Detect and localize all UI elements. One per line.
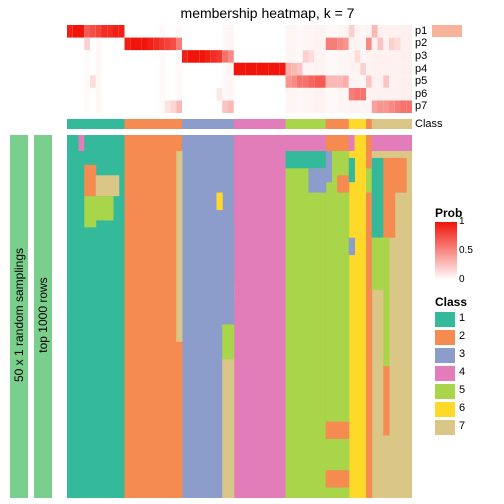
legend-class-swatch-4 (435, 366, 455, 381)
sidebar-inner-label: top 1000 rows (36, 195, 50, 435)
legend-prob-gradient (435, 222, 457, 280)
legend-class-swatch-2 (435, 330, 455, 345)
legend-class-label-1: 1 (459, 312, 465, 324)
legend-class-label-6: 6 (459, 402, 465, 414)
row-label-p1: p1 (415, 25, 427, 37)
legend-class-label-5: 5 (459, 384, 465, 396)
row-label-p4: p4 (415, 63, 427, 75)
legend-class-label-2: 2 (459, 330, 465, 342)
legend-class-label-3: 3 (459, 348, 465, 360)
chart-title: membership heatmap, k = 7 (125, 5, 410, 21)
row-label-p7: p7 (415, 100, 427, 112)
sidebar-outer-label: 50 x 1 random samplings (12, 195, 26, 435)
legend-class-label-4: 4 (459, 366, 465, 378)
legend-prob-tick: 0.5 (459, 245, 473, 256)
legend-class-swatch-6 (435, 402, 455, 417)
legend-class-swatch-7 (435, 420, 455, 435)
legend-class-title: Class (435, 295, 467, 309)
row-label-p2: p2 (415, 37, 427, 49)
legend-prob-tick: 1 (459, 216, 465, 227)
prob-heatmap (67, 25, 412, 113)
main-heatmap (67, 135, 412, 498)
row-label-p6: p6 (415, 88, 427, 100)
legend-class-swatch-1 (435, 312, 455, 327)
class-band (67, 119, 412, 129)
row-label-Class: Class (415, 118, 443, 130)
corner-swatch (432, 25, 462, 37)
legend-class-swatch-3 (435, 348, 455, 363)
row-label-p3: p3 (415, 50, 427, 62)
legend-prob-tick: 0 (459, 274, 465, 285)
legend-class-swatch-5 (435, 384, 455, 399)
row-label-p5: p5 (415, 75, 427, 87)
legend-class-label-7: 7 (459, 420, 465, 432)
